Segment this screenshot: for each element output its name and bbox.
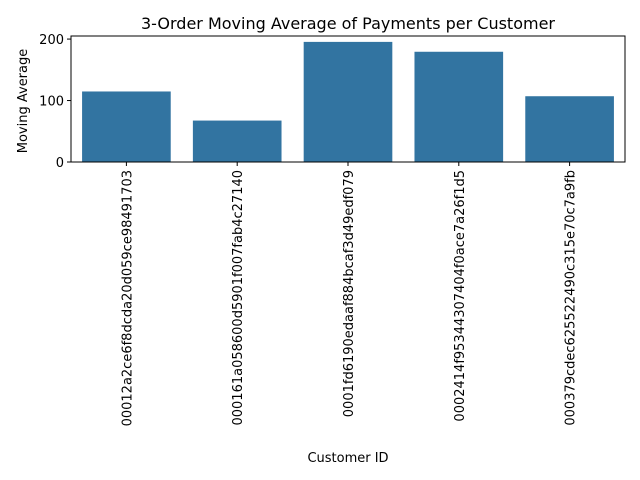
x-tick-label: 00012a2ce6f8dcda20d059ce98491703 — [120, 170, 135, 426]
x-tick-label: 0002414f95344307404f0ace7a26f1d5 — [453, 170, 468, 422]
x-tick-label: 000161a058600d5901f007fab4c27140 — [231, 170, 246, 426]
y-ticks-group: 0 100 200 — [39, 33, 71, 171]
bars-group — [82, 41, 614, 162]
y-tick-label: 100 — [39, 95, 64, 110]
y-axis-label: Moving Average — [16, 49, 31, 153]
x-tick-label: 000379cdec625522490c315e70c7a9fb — [564, 170, 579, 426]
y-tick-label: 200 — [39, 33, 64, 48]
x-axis-label: Customer ID — [307, 451, 388, 466]
bar-1 — [82, 91, 171, 162]
chart-title: 3-Order Moving Average of Payments per C… — [141, 14, 555, 33]
y-tick-label: 0 — [56, 156, 64, 171]
x-ticks-group: 00012a2ce6f8dcda20d059ce98491703 000161a0… — [120, 162, 579, 426]
bar-5 — [525, 96, 614, 162]
bar-3 — [303, 41, 393, 162]
x-tick-label: 0001fd6190edaaf884bcaf3d49edf079 — [342, 170, 357, 417]
plot-frame — [70, 35, 626, 163]
bar-4 — [414, 51, 504, 162]
bar-2 — [192, 120, 282, 162]
